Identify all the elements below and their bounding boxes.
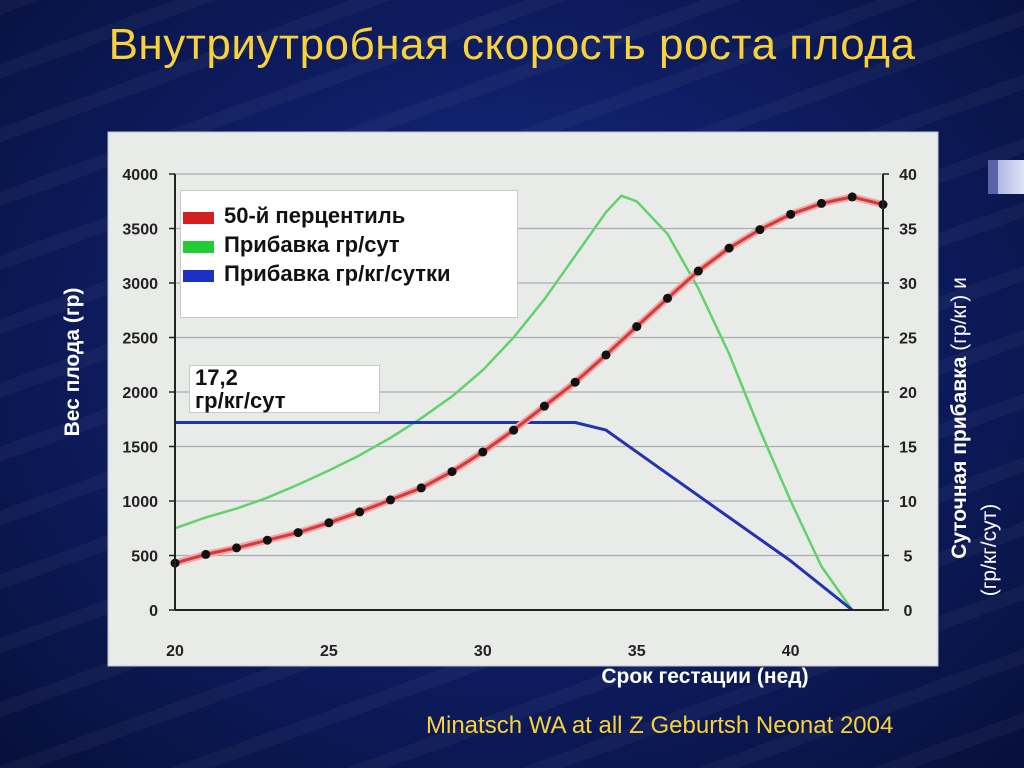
y-left-tick-label: 3000 (122, 276, 158, 293)
y-right-tick-label: 25 (899, 331, 917, 348)
annotation-line2: гр/кг/сут (195, 388, 286, 413)
decorative-tab-edge (988, 160, 998, 194)
legend-label: 50-й перцентиль (224, 203, 406, 228)
y-right-tick-label: 20 (899, 385, 917, 402)
data-point-weight (447, 467, 457, 477)
y-left-tick-label: 2500 (122, 331, 158, 348)
legend-swatch-red (183, 212, 214, 224)
x-tick-label: 40 (782, 643, 800, 660)
data-point-weight (755, 225, 765, 235)
data-point-weight (509, 425, 519, 435)
citation: Minatsch WA at all Z Geburtsh Neonat 200… (426, 712, 894, 739)
axes (169, 173, 889, 611)
data-point-weight (601, 350, 611, 360)
legend-label: Прибавка гр/сут (224, 232, 400, 257)
x-tick-label: 20 (166, 643, 184, 660)
data-point-weight (355, 507, 365, 517)
y-axis-right-title-line1: Суточная прибавка (гр/кг) и (948, 277, 972, 559)
y-right-tick-label: 35 (899, 222, 917, 239)
series-line-gain-g-kg-day (175, 421, 854, 612)
y-right-tick-label: 10 (899, 494, 917, 511)
y-left-tick-label: 1000 (122, 494, 158, 511)
data-point-weight (847, 192, 857, 202)
slide-title: Внутриутробная скорость роста плода (108, 20, 916, 69)
y-left-tick-label: 0 (149, 603, 158, 620)
y-right-tick-label: 15 (899, 440, 917, 457)
y-right-tick-label: 40 (899, 167, 917, 184)
x-axis-title: Срок гестации (нед) (601, 665, 809, 688)
y-axis-right-title-bold: Суточная прибавка (948, 356, 971, 559)
y-axis-right-title-rest: (гр/кг) и (948, 277, 971, 357)
legend-label: Прибавка гр/кг/сутки (224, 261, 451, 286)
data-point-weight (632, 322, 642, 332)
annotation-box: 17,2 гр/кг/сут (189, 365, 380, 413)
data-point-weight (816, 198, 826, 208)
y-right-tick-label: 5 (904, 549, 913, 566)
x-tick-label: 25 (320, 643, 338, 660)
y-right-tick-label: 30 (899, 276, 917, 293)
data-point-weight (539, 401, 549, 411)
tick-labels: 0 500 1000 1500 2000 2500 3000 3500 4000 0 5 10 15 20… (122, 167, 917, 660)
series-line-gain-g-day (174, 194, 854, 611)
data-point-weight (724, 243, 734, 253)
legend: 50-й перцентиль Прибавка гр/сут Прибавка… (180, 190, 518, 318)
y-right-tick-label: 0 (904, 603, 913, 620)
series-line-weight (174, 195, 884, 565)
y-left-tick-label: 4000 (122, 167, 158, 184)
y-left-tick-label: 1500 (122, 440, 158, 457)
data-point-weight (262, 535, 272, 545)
data-point-weight (786, 209, 796, 219)
data-point-weight (293, 528, 303, 538)
y-left-tick-label: 3500 (122, 222, 158, 239)
data-point-weight (201, 549, 211, 559)
y-left-tick-label: 500 (131, 549, 158, 566)
data-point-weight (570, 377, 580, 387)
data-point-weight (693, 266, 703, 276)
data-point-weight (416, 483, 426, 493)
data-point-weight (232, 543, 242, 553)
y-axis-right-title-line2: (гр/кг/сут) (978, 503, 1001, 597)
annotation-line1: 17,2 (195, 365, 238, 390)
legend-swatch-blue (183, 270, 214, 282)
data-point-weight (663, 293, 673, 303)
data-point-weight (324, 518, 334, 528)
legend-swatch-green (183, 241, 214, 253)
x-tick-label: 35 (628, 643, 646, 660)
data-point-weight (385, 495, 395, 505)
y-axis-left-title: Вес плода (гр) (61, 287, 84, 437)
x-tick-label: 30 (474, 643, 492, 660)
y-left-tick-label: 2000 (122, 385, 158, 402)
data-point-weight (478, 447, 488, 457)
series-layer (170, 192, 888, 612)
